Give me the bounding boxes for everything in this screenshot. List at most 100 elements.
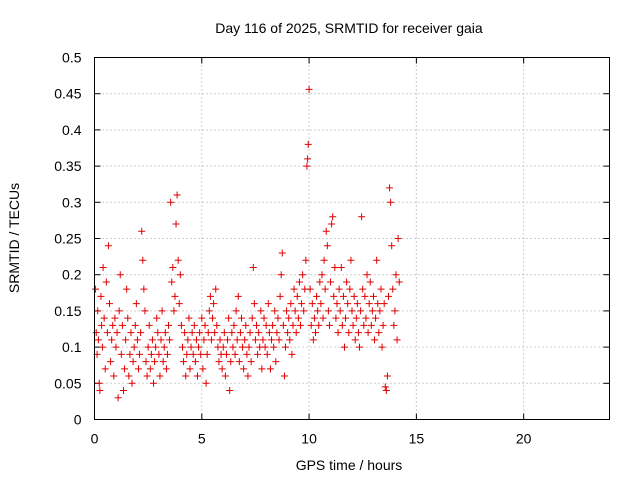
data-point (304, 140, 312, 148)
data-point (257, 307, 265, 315)
data-point (126, 350, 134, 358)
data-point (210, 300, 218, 308)
y-tick-label: 0.35 (54, 158, 81, 174)
data-point (352, 314, 360, 322)
data-point (306, 285, 314, 293)
y-tick-label: 0 (74, 412, 82, 428)
data-point (319, 314, 327, 322)
y-axis-label: SRMTID / TECUs (6, 183, 22, 293)
data-point (190, 321, 198, 329)
data-point (227, 358, 235, 366)
data-point (334, 329, 342, 337)
data-point (367, 321, 375, 329)
data-point (241, 336, 249, 344)
data-point (387, 198, 395, 206)
data-point (313, 292, 321, 300)
data-point (216, 336, 224, 344)
data-point (110, 372, 118, 380)
data-point (280, 372, 288, 380)
data-point (215, 358, 223, 366)
data-point (96, 387, 104, 395)
data-point (196, 329, 204, 337)
data-point (169, 263, 177, 271)
data-point (118, 321, 126, 329)
data-point (392, 271, 400, 279)
data-point (213, 321, 221, 329)
data-point (291, 307, 299, 315)
data-point (293, 292, 301, 300)
data-point (92, 329, 100, 337)
data-point (310, 314, 318, 322)
data-point (168, 278, 176, 286)
data-point (220, 329, 228, 337)
data-point (345, 329, 353, 337)
x-tick-label: 5 (198, 431, 206, 447)
data-point (98, 343, 106, 351)
data-point (234, 292, 242, 300)
data-point (145, 321, 153, 329)
data-point (178, 343, 186, 351)
data-point (309, 336, 317, 344)
x-tick-label: 15 (409, 431, 425, 447)
data-point (163, 350, 171, 358)
data-point (233, 336, 241, 344)
y-axis: 0 0.05 0.1 0.15 0.2 0.25 0.3 0.35 0.4 0.45 0.5 (54, 50, 610, 428)
data-point (147, 350, 155, 358)
data-point (369, 292, 377, 300)
data-point (122, 336, 130, 344)
data-point (332, 314, 340, 322)
data-point (230, 321, 238, 329)
x-tick-label: 20 (516, 431, 532, 447)
data-point (336, 307, 344, 315)
data-point (181, 329, 189, 337)
data-point (123, 285, 131, 293)
data-point (338, 321, 346, 329)
x-axis-label: GPS time / hours (296, 457, 403, 473)
data-point (251, 336, 259, 344)
data-point (378, 343, 386, 351)
data-point (383, 372, 391, 380)
data-point (141, 307, 149, 315)
y-tick-label: 0.25 (54, 231, 81, 247)
data-point (221, 372, 229, 380)
data-point (321, 285, 329, 293)
data-point (366, 278, 374, 286)
data-point (375, 329, 383, 337)
data-point (277, 271, 285, 279)
data-point (133, 336, 141, 344)
data-point (173, 191, 181, 199)
data-point (151, 358, 159, 366)
data-point (139, 256, 147, 264)
data-point (104, 242, 112, 250)
data-point (137, 329, 145, 337)
data-point (330, 292, 338, 300)
data-point (202, 379, 210, 387)
data-point (371, 336, 379, 344)
data-point (155, 350, 163, 358)
data-point (237, 314, 245, 322)
data-point (201, 321, 209, 329)
data-point (134, 365, 142, 373)
data-point (116, 271, 124, 279)
data-point (325, 321, 333, 329)
data-point (353, 300, 361, 308)
data-point (175, 300, 183, 308)
data-point (316, 278, 324, 286)
data-point (188, 329, 196, 337)
data-point (144, 343, 152, 351)
data-point (324, 307, 332, 315)
data-point (364, 329, 372, 337)
data-point (357, 307, 365, 315)
data-point (180, 358, 188, 366)
data-point (329, 213, 337, 221)
data-point (320, 256, 328, 264)
data-point (393, 336, 401, 344)
data-point (206, 292, 214, 300)
x-axis: 0 5 10 15 20 (91, 57, 532, 447)
data-point (283, 307, 291, 315)
data-point (187, 343, 195, 351)
data-point (376, 307, 384, 315)
data-point (239, 343, 247, 351)
data-point (108, 336, 116, 344)
data-point (356, 343, 364, 351)
